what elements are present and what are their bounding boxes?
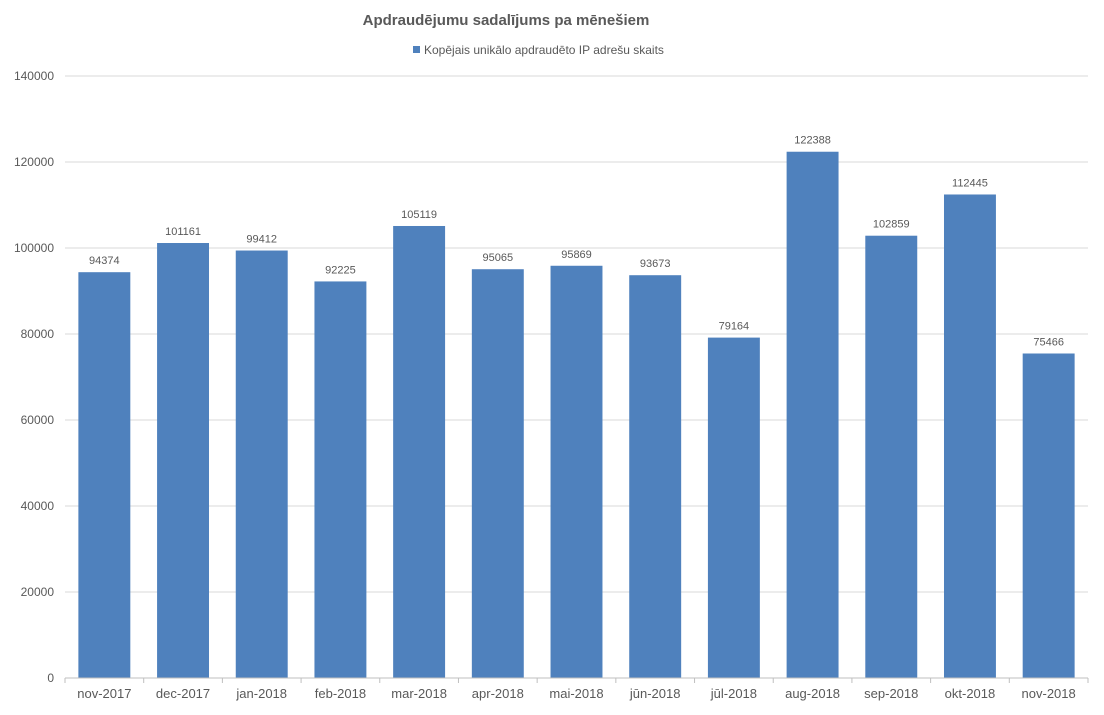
x-tick-label: sep-2018 [864, 686, 918, 701]
bar [1022, 353, 1075, 678]
x-axis-ticks: nov-2017 dec-2017 jan-2018 feb-2018 mar-2018… [64, 678, 1089, 701]
legend-swatch [413, 46, 420, 53]
y-tick-label: 80000 [21, 327, 55, 341]
bar [157, 243, 210, 679]
y-tick-label: 40000 [21, 499, 55, 513]
data-label: 95065 [483, 252, 514, 264]
x-tick-label: mai-2018 [549, 686, 603, 701]
data-label: 75466 [1033, 336, 1064, 348]
y-tick-label: 100000 [14, 241, 54, 255]
x-tick-label: jūn-2018 [629, 686, 681, 701]
legend: Kopējais unikālo apdraudēto IP adrešu sk… [413, 43, 664, 57]
bars [78, 151, 1075, 679]
x-tick-label: mar-2018 [391, 686, 447, 701]
x-tick-label: jūl-2018 [710, 686, 757, 701]
x-tick-label: jan-2018 [235, 686, 287, 701]
y-tick-label: 120000 [14, 155, 54, 169]
x-tick-label: okt-2018 [945, 686, 996, 701]
data-label: 93673 [640, 258, 671, 270]
y-axis-ticks: 0 20000 40000 60000 80000 100000 120000 140000 [14, 69, 54, 685]
bar [943, 194, 996, 678]
bar [235, 250, 288, 679]
bar [865, 235, 918, 678]
y-tick-label: 0 [47, 671, 54, 685]
x-tick-label: nov-2017 [77, 686, 131, 701]
bar [550, 265, 603, 678]
data-label: 102859 [873, 219, 910, 231]
data-label: 101161 [165, 226, 201, 238]
data-labels: 94374 101161 99412 92225 105119 95065 95869 936… [89, 135, 1064, 349]
x-tick-label: apr-2018 [472, 686, 524, 701]
bar [393, 225, 446, 679]
bar [786, 151, 839, 679]
bar [78, 272, 131, 678]
data-label: 99412 [246, 234, 277, 246]
y-tick-label: 140000 [14, 69, 54, 83]
data-label: 112445 [952, 177, 988, 189]
data-label: 79164 [719, 321, 750, 333]
x-tick-label: feb-2018 [315, 686, 366, 701]
data-label: 92225 [325, 264, 356, 276]
data-label: 94374 [89, 255, 120, 267]
bar [629, 275, 682, 678]
bar [471, 269, 524, 678]
x-tick-label: aug-2018 [785, 686, 840, 701]
y-tick-label: 20000 [21, 585, 55, 599]
bar [314, 281, 367, 678]
legend-label: Kopējais unikālo apdraudēto IP adrešu sk… [424, 43, 664, 57]
x-tick-label: nov-2018 [1022, 686, 1076, 701]
y-tick-label: 60000 [21, 413, 55, 427]
data-label: 95869 [561, 249, 592, 261]
data-label: 122388 [794, 135, 831, 147]
chart-title: Apdraudējumu sadalījums pa mēnešiem [363, 12, 650, 29]
x-tick-label: dec-2017 [156, 686, 210, 701]
bar [707, 337, 760, 678]
data-label: 105119 [401, 209, 437, 221]
